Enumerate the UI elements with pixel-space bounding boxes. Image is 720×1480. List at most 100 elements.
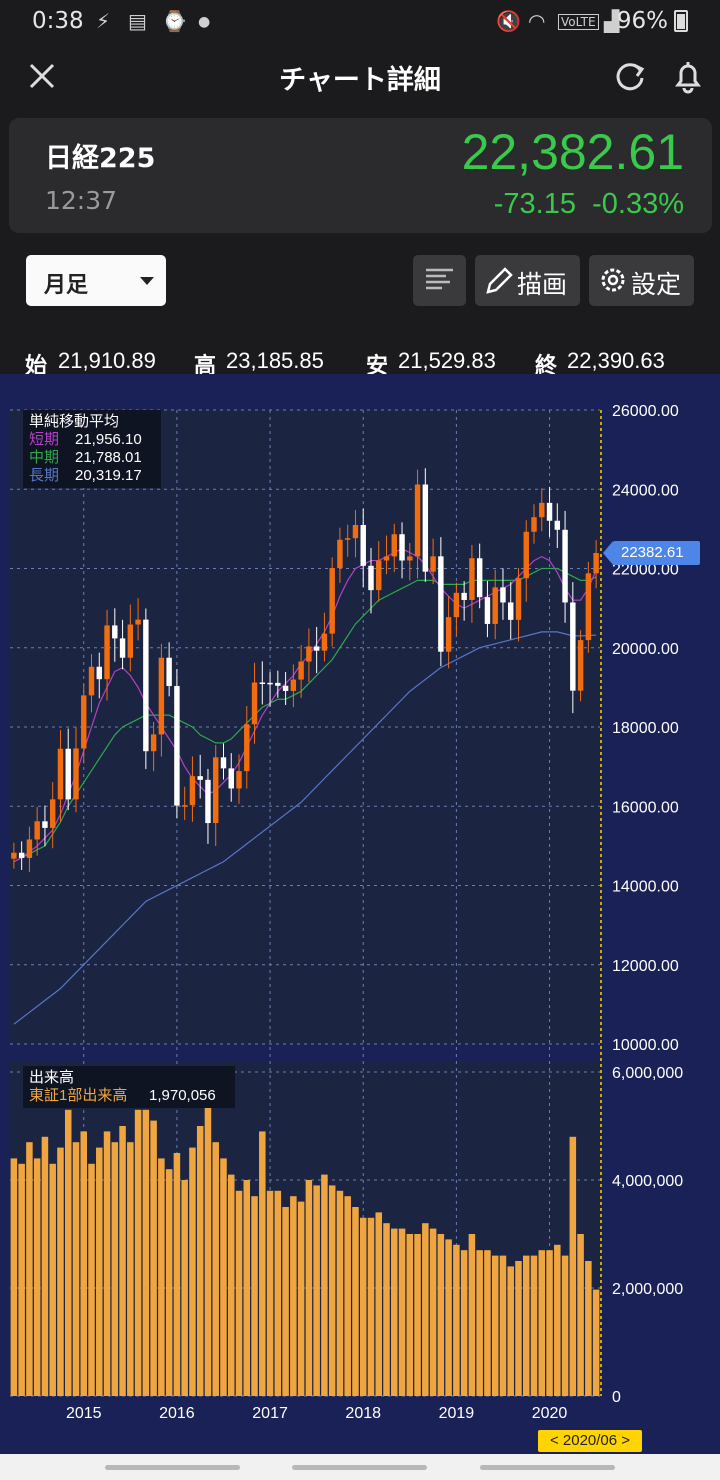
index-name: 日経225 bbox=[45, 143, 156, 174]
refresh-icon bbox=[616, 63, 645, 91]
candle-body bbox=[112, 625, 118, 639]
refresh-button[interactable] bbox=[610, 56, 650, 96]
date-marker[interactable]: < 2020/06 > bbox=[538, 1430, 642, 1452]
volume-bar bbox=[119, 1126, 126, 1396]
candle-body bbox=[26, 839, 33, 858]
candle-body bbox=[259, 682, 266, 685]
volume-bar bbox=[181, 1180, 188, 1396]
volume-bar bbox=[569, 1136, 577, 1396]
settings-button[interactable]: 設定 bbox=[589, 255, 694, 306]
bottom-gesture-bar bbox=[0, 1454, 720, 1480]
volume-bar bbox=[196, 1126, 204, 1396]
candle-body bbox=[430, 556, 436, 572]
candle-body bbox=[158, 657, 165, 735]
pencil-icon bbox=[486, 267, 513, 294]
candle-body bbox=[445, 617, 452, 652]
page-title: チャート詳細 bbox=[279, 65, 441, 96]
price-tick-label: 18000.00 bbox=[612, 720, 679, 737]
volume-bar bbox=[290, 1196, 297, 1396]
candle-body bbox=[267, 682, 273, 685]
period-dropdown[interactable]: 月足 bbox=[26, 255, 166, 306]
volume-bar bbox=[546, 1250, 553, 1396]
volume-bar bbox=[437, 1234, 445, 1396]
volume-bar bbox=[103, 1131, 111, 1396]
volume-bar bbox=[592, 1289, 600, 1396]
volume-bar bbox=[111, 1142, 119, 1396]
volume-bar bbox=[468, 1234, 476, 1396]
battery-percent: 96% bbox=[616, 8, 668, 34]
ohlc-bar: 始 21,910.89 高 23,185.85 安 21,529.83 終 22… bbox=[0, 324, 720, 378]
volume-bar bbox=[515, 1261, 522, 1396]
close-button[interactable] bbox=[22, 56, 62, 96]
price-tick-label: 22000.00 bbox=[612, 562, 679, 579]
volume-bar bbox=[453, 1244, 460, 1396]
chevron-down-icon bbox=[140, 277, 154, 285]
volume-bar bbox=[561, 1255, 569, 1396]
price-tick-label: 26000.00 bbox=[612, 403, 679, 420]
volume-bar bbox=[26, 1142, 33, 1396]
price-change: -73.15 -0.33% bbox=[494, 188, 684, 221]
volume-bar bbox=[305, 1180, 313, 1396]
clipboard-icon: ▤ bbox=[128, 9, 147, 33]
candle-body bbox=[531, 517, 537, 532]
volume-bar bbox=[344, 1196, 351, 1396]
chart-canvas[interactable]: 26000.00 24000.00 22000.00 20000.00 18000.00… bbox=[0, 374, 720, 1454]
candle-body bbox=[205, 779, 211, 824]
volume-bar bbox=[72, 1142, 80, 1396]
list-icon bbox=[426, 268, 453, 290]
ma-mid-label: 中期 bbox=[29, 449, 60, 466]
candle-body bbox=[399, 534, 405, 561]
nav-pill-center[interactable] bbox=[292, 1465, 427, 1470]
volume-bar bbox=[375, 1212, 383, 1396]
candle-body bbox=[391, 534, 397, 557]
candle-body bbox=[49, 799, 56, 828]
candle-body bbox=[476, 558, 483, 598]
ma-long-label: 長期 bbox=[29, 467, 60, 484]
notification-bell-button[interactable] bbox=[668, 56, 708, 96]
candle-body bbox=[414, 484, 421, 557]
volume-bar bbox=[577, 1234, 584, 1396]
volume-bar bbox=[313, 1185, 320, 1396]
x-tick-label: 2018 bbox=[345, 1405, 381, 1422]
candle-body bbox=[422, 484, 429, 572]
volume-bar bbox=[49, 1163, 56, 1396]
candle-body bbox=[119, 638, 126, 658]
volume-bar bbox=[484, 1250, 491, 1396]
candle-body bbox=[585, 573, 592, 641]
candle-body bbox=[344, 538, 351, 540]
chart-area[interactable]: 26000.00 24000.00 22000.00 20000.00 18000.00… bbox=[0, 374, 720, 1454]
ma-legend-title: 単純移動平均 bbox=[29, 413, 120, 430]
volume-tick-label: 0 bbox=[612, 1389, 621, 1406]
candle-body bbox=[368, 565, 374, 591]
volume-bar bbox=[41, 1136, 49, 1396]
candle-body bbox=[306, 646, 312, 662]
draw-button[interactable]: 描画 bbox=[475, 255, 580, 306]
x-tick-label: 2016 bbox=[159, 1405, 195, 1422]
volume-bar bbox=[243, 1180, 251, 1396]
candle-body bbox=[298, 661, 304, 680]
candle-body bbox=[484, 597, 491, 624]
candle-body bbox=[65, 748, 71, 800]
volume-bar bbox=[359, 1217, 367, 1396]
candle-body bbox=[174, 686, 180, 806]
quote-time: 12:37 bbox=[45, 186, 118, 215]
nav-pill-right[interactable] bbox=[480, 1465, 615, 1470]
chart-toolbar: 月足 描画 設定 bbox=[0, 240, 720, 324]
candle-body bbox=[360, 524, 366, 566]
volume-bar bbox=[585, 1261, 592, 1396]
nav-pill-left[interactable] bbox=[105, 1465, 240, 1470]
volume-tick-label: 4,000,000 bbox=[612, 1173, 683, 1190]
volume-bar bbox=[336, 1190, 344, 1396]
volume-bar bbox=[391, 1228, 398, 1396]
volte-icon: VoLTE bbox=[558, 14, 599, 30]
x-tick-label: 2020 bbox=[532, 1405, 568, 1422]
candle-body bbox=[34, 821, 40, 840]
volume-bar bbox=[367, 1217, 375, 1396]
volume-bar bbox=[538, 1250, 546, 1396]
volume-bar bbox=[212, 1142, 219, 1396]
indicator-list-button[interactable] bbox=[413, 255, 466, 306]
volume-bar bbox=[80, 1131, 88, 1396]
volume-bar bbox=[150, 1120, 157, 1396]
volume-bar bbox=[352, 1207, 359, 1396]
price-tick-label: 14000.00 bbox=[612, 879, 679, 896]
